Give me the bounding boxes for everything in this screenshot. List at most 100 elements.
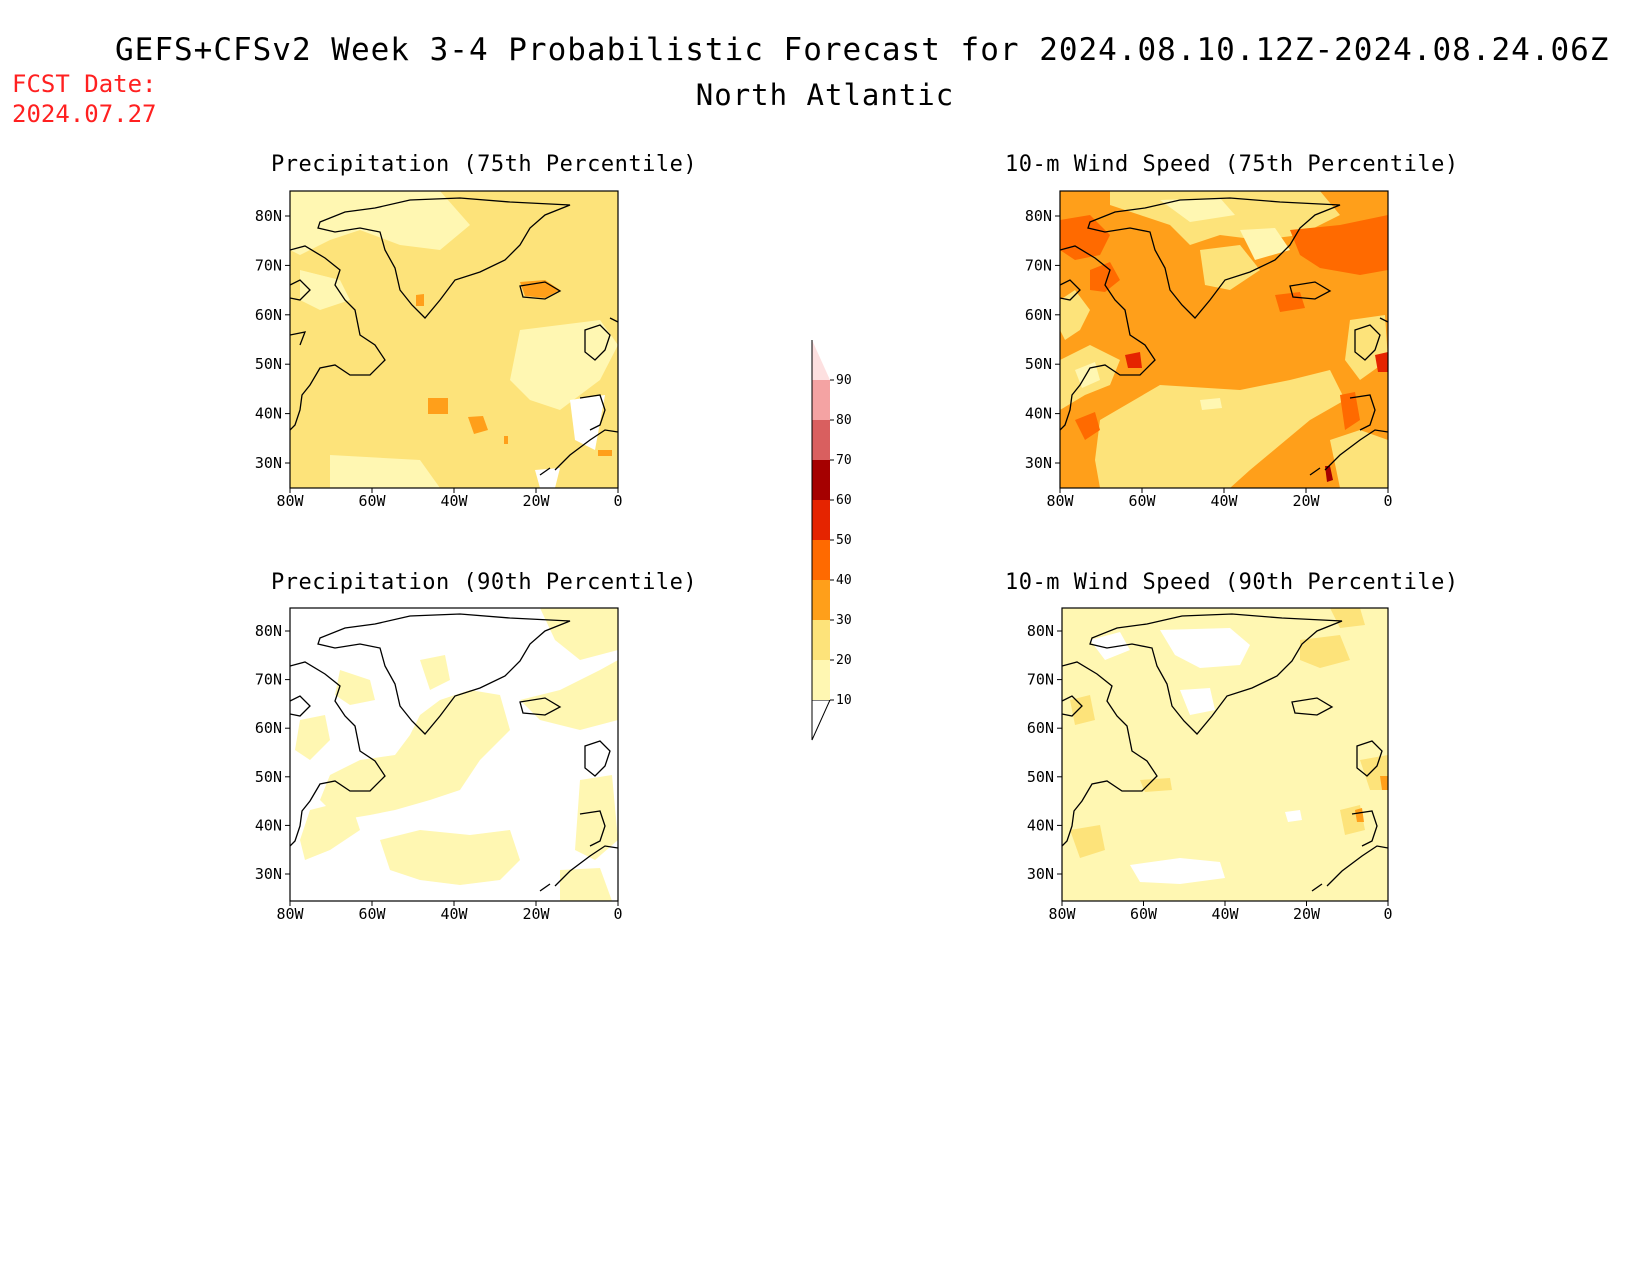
shading-region — [1325, 466, 1333, 482]
lat-tick-label: 80N — [1027, 622, 1054, 640]
shading-region — [1095, 370, 1345, 488]
shading-region — [330, 455, 440, 488]
lat-tick-label: 50N — [1027, 768, 1054, 786]
shading-region — [290, 191, 470, 255]
shading-region — [1180, 688, 1215, 715]
shading-region — [420, 655, 450, 690]
colorbar-label: 30 — [836, 613, 852, 628]
shading-region — [1330, 430, 1388, 488]
colorbar-label: 90 — [836, 373, 852, 388]
map-panel-wind-90 — [1061, 607, 1389, 902]
colorbar-label: 80 — [836, 413, 852, 428]
colorbar-label: 50 — [836, 533, 852, 548]
lat-tick-label: 30N — [255, 454, 282, 472]
fcst-date-value: 2024.07.27 — [12, 100, 157, 128]
lat-tick-label: 50N — [255, 355, 282, 373]
colorbar: 10 20 30 40 50 60 70 80 90 — [811, 340, 852, 741]
lon-tick-label: 0 — [613, 905, 622, 923]
colorbar-label: 70 — [836, 453, 852, 468]
lon-tick-label: 20W — [522, 905, 550, 923]
lat-tick-label: 40N — [255, 405, 282, 423]
colorbar-swatch — [812, 380, 830, 420]
lon-tick-label: 20W — [522, 492, 550, 510]
lon-tick-label: 40W — [1210, 492, 1238, 510]
colorbar-extension-top — [812, 340, 830, 380]
shading-region — [1200, 245, 1260, 290]
shading-region — [1240, 228, 1290, 260]
shading-region — [598, 450, 612, 456]
shading-region — [320, 690, 510, 820]
lon-tick-label: 60W — [1130, 905, 1158, 923]
lat-tick-label: 60N — [255, 306, 282, 324]
colorbar-swatch — [812, 420, 830, 460]
fcst-date-label: FCST Date: — [12, 70, 157, 98]
lat-tick-label: 70N — [255, 256, 282, 274]
lat-tick-label: 60N — [1025, 306, 1052, 324]
lon-tick-label: 0 — [1383, 905, 1392, 923]
shading-region — [1200, 398, 1222, 410]
shading-region — [1160, 628, 1250, 668]
coastline — [290, 197, 618, 476]
lat-tick-label: 80N — [1025, 207, 1052, 225]
lat-tick-label: 30N — [1025, 454, 1052, 472]
shading-region — [1060, 215, 1110, 260]
coastline — [1060, 197, 1388, 476]
shading-region — [300, 800, 360, 860]
shading-region — [295, 715, 330, 760]
shading-region — [1160, 198, 1235, 222]
shading-region — [1070, 825, 1105, 858]
shading-region — [575, 775, 618, 860]
map-panel-precip-75 — [289, 190, 619, 489]
lon-tick-label: 80W — [276, 492, 304, 510]
lon-tick-label: 60W — [358, 492, 386, 510]
lat-tick-label: 40N — [1027, 816, 1054, 834]
shading-region — [1355, 808, 1364, 822]
shading-region — [1090, 262, 1120, 292]
shading-region — [1090, 632, 1130, 660]
colorbar-swatch — [812, 460, 830, 500]
colorbar-swatch — [812, 540, 830, 580]
shading-region — [416, 294, 424, 306]
panel-title-wind-75: 10-m Wind Speed (75th Percentile) — [1005, 152, 1459, 177]
shading-region — [1075, 362, 1100, 388]
shading-region — [520, 660, 618, 730]
panel-title-precip-90: Precipitation (90th Percentile) — [271, 570, 698, 595]
lon-tick-label: 0 — [1383, 492, 1392, 510]
shading-region — [300, 270, 350, 310]
map-panel-precip-90 — [289, 607, 619, 902]
lon-tick-label: 0 — [613, 492, 622, 510]
coastline — [1062, 613, 1388, 892]
shading-region — [510, 320, 618, 410]
shading-region — [1140, 778, 1172, 792]
shading-region — [468, 416, 488, 434]
lat-tick-label: 50N — [1025, 355, 1052, 373]
colorbar-swatch — [812, 660, 830, 700]
shading-region — [1340, 392, 1360, 430]
shading-region — [335, 670, 375, 705]
panel-title-precip-75: Precipitation (75th Percentile) — [271, 152, 698, 177]
lat-tick-label: 70N — [1025, 256, 1052, 274]
shading-region — [1060, 290, 1090, 340]
shading-region — [504, 436, 508, 444]
shading-region — [1290, 215, 1388, 275]
lat-tick-label: 80N — [255, 207, 282, 225]
figure-title: GEFS+CFSv2 Week 3-4 Probabilistic Foreca… — [115, 32, 1610, 68]
colorbar-swatch — [812, 500, 830, 540]
colorbar-label: 40 — [836, 573, 852, 588]
map-panel-wind-75 — [1059, 190, 1389, 489]
lon-tick-label: 80W — [1046, 492, 1074, 510]
colorbar-label: 10 — [836, 693, 852, 708]
lat-tick-label: 80N — [255, 622, 282, 640]
lat-tick-label: 30N — [255, 865, 282, 883]
shading-region — [1300, 635, 1350, 668]
lon-tick-label: 40W — [440, 905, 468, 923]
colorbar-label: 60 — [836, 493, 852, 508]
shading-region — [1070, 695, 1095, 725]
lon-tick-label: 40W — [440, 492, 468, 510]
figure-subtitle: North Atlantic — [695, 78, 955, 112]
colorbar-swatch — [812, 580, 830, 620]
shading-region — [560, 868, 612, 901]
shading-region — [428, 398, 448, 414]
shading-region — [1075, 412, 1100, 440]
